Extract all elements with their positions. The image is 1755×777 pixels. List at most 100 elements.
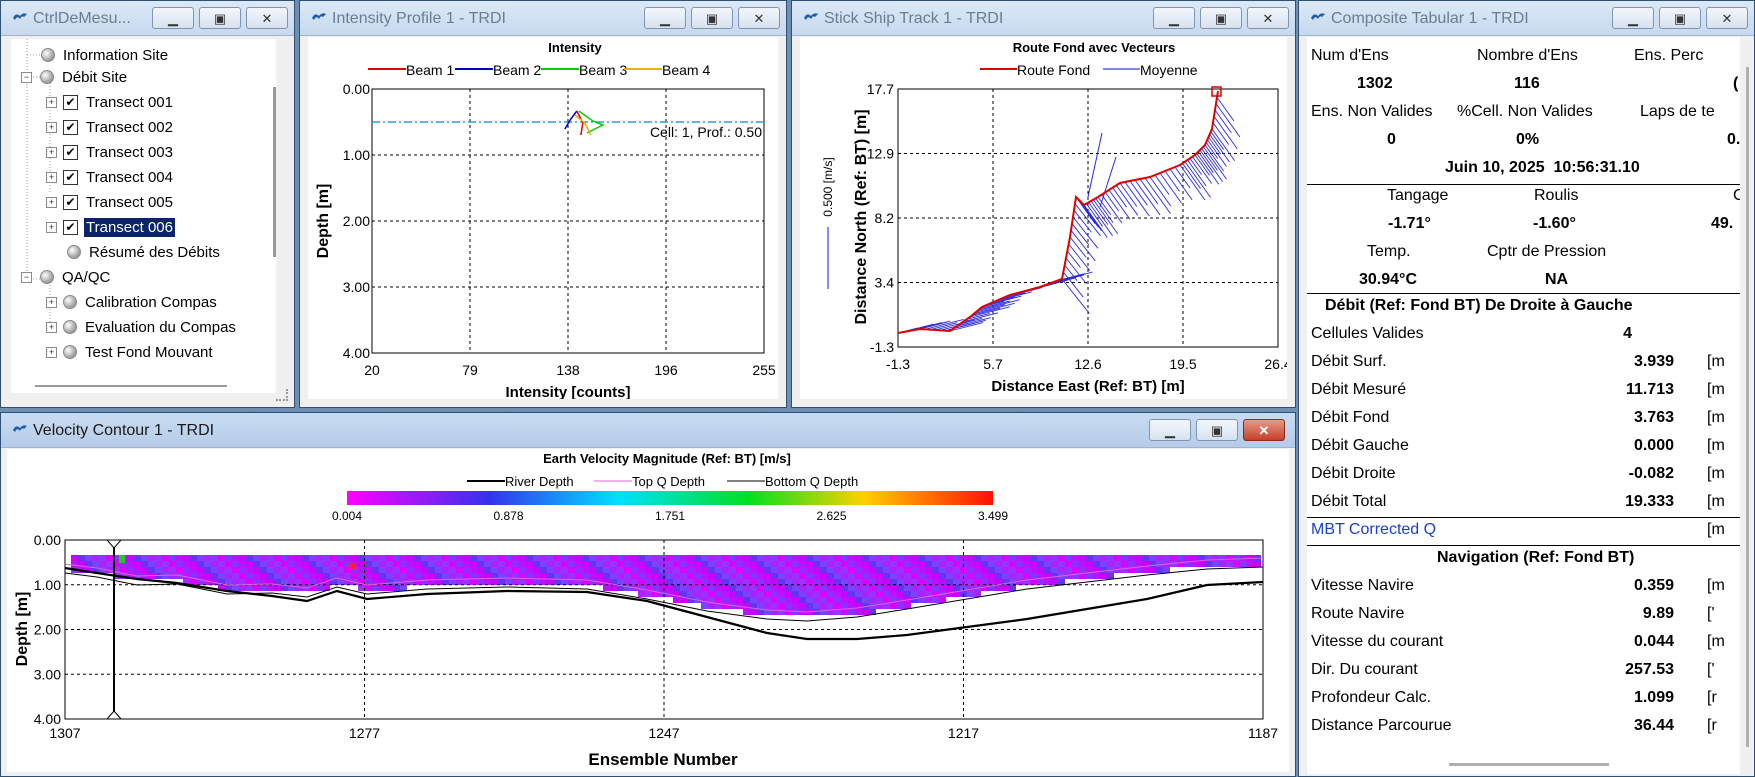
velocity-cell — [1163, 567, 1170, 573]
velocity-cell — [904, 567, 911, 573]
tree-item-transect-003[interactable]: + ✔ Transect 003 — [46, 141, 175, 163]
expand-icon[interactable]: + — [46, 196, 57, 208]
velocity-cell — [834, 555, 841, 561]
velocity-cell — [799, 597, 806, 603]
tree-item-transect-001[interactable]: + ✔ Transect 001 — [46, 91, 175, 113]
close-button[interactable]: ✕ — [1706, 7, 1748, 29]
velocity-cell — [561, 579, 568, 585]
nav-row-value: 36.44 — [1633, 717, 1674, 734]
expand-icon[interactable]: + — [46, 221, 57, 233]
velocity-cell — [897, 573, 904, 579]
expand-icon[interactable]: + — [46, 146, 57, 158]
close-button[interactable]: ✕ — [738, 7, 780, 29]
checkbox[interactable]: ✔ — [63, 94, 78, 110]
expand-icon[interactable]: + — [46, 96, 57, 108]
tree-item-calibration-compas[interactable]: + Calibration Compas — [46, 291, 219, 313]
maximize-button[interactable]: ▣ — [691, 7, 733, 29]
velocity-cell — [379, 585, 386, 591]
intensity-chart[interactable]: Intensity Beam 1 Beam 2 Beam 3 Beam 4 20 79 138… — [308, 37, 778, 399]
close-button[interactable]: ✕ — [1247, 7, 1289, 29]
expand-icon[interactable]: + — [46, 321, 57, 333]
mbt-corrected-q-link[interactable]: MBT Corrected Q — [1311, 521, 1437, 538]
beam-1-line — [576, 110, 584, 136]
maximize-button[interactable]: ▣ — [1659, 7, 1701, 29]
velocity-cell — [862, 579, 869, 585]
horizontal-scrollbar-thumb[interactable] — [1449, 763, 1609, 766]
checkbox[interactable]: ✔ — [63, 169, 78, 185]
velocity-titlebar[interactable]: Velocity Contour 1 - TRDI ▁ ▣ ✕ — [1, 413, 1295, 448]
maximize-button[interactable]: ▣ — [1196, 419, 1238, 441]
close-button[interactable]: ✕ — [1243, 419, 1285, 441]
top-q-depth-line — [64, 557, 1264, 613]
tree-item-test-fond-mouvant[interactable]: + Test Fond Mouvant — [46, 341, 215, 363]
checkbox[interactable]: ✔ — [63, 219, 78, 235]
velocity-cell — [246, 573, 253, 579]
horizontal-scrollbar-thumb[interactable] — [35, 385, 227, 387]
y-tick-label: 2.00 — [343, 213, 370, 229]
maximize-button[interactable]: ▣ — [1200, 7, 1242, 29]
tree-item-transect-005[interactable]: + ✔ Transect 005 — [46, 191, 175, 213]
velocity-cell — [946, 561, 953, 567]
collapse-icon[interactable]: − — [21, 271, 32, 283]
velocity-vector — [1124, 181, 1150, 217]
tree-item-debit-site[interactable]: − Débit Site — [21, 66, 129, 88]
maximize-button[interactable]: ▣ — [199, 7, 241, 29]
vertical-scrollbar-thumb[interactable] — [273, 87, 276, 257]
velocity-cell — [813, 609, 820, 615]
minimize-button[interactable]: ▁ — [152, 7, 194, 29]
minimize-button[interactable]: ▁ — [644, 7, 686, 29]
velocity-cell — [995, 561, 1002, 567]
minimize-button[interactable]: ▁ — [1612, 7, 1654, 29]
ship-track-chart[interactable]: Route Fond avec Vecteurs Route Fond Moyenn… — [800, 37, 1287, 399]
tree-item-information-site[interactable]: Information Site — [41, 44, 170, 66]
velocity-cell — [652, 579, 659, 585]
velocity-cell — [106, 555, 113, 561]
track-titlebar[interactable]: Stick Ship Track 1 - TRDI ▁ ▣ ✕ — [792, 1, 1295, 36]
tree-item-resume-debits[interactable]: Résumé des Débits — [67, 241, 222, 263]
checkbox[interactable]: ✔ — [63, 194, 78, 210]
velocity-cell — [967, 579, 974, 585]
tree-label: Calibration Compas — [85, 293, 217, 311]
minimize-button[interactable]: ▁ — [1149, 419, 1191, 441]
velocity-cell — [911, 573, 918, 579]
velocity-cell — [1030, 567, 1037, 573]
velocity-cell — [841, 561, 848, 567]
velocity-cell — [764, 609, 771, 615]
velocity-cell — [680, 585, 687, 591]
velocity-cell — [274, 585, 281, 591]
velocity-cell — [848, 573, 855, 579]
velocity-cell — [260, 561, 267, 567]
expand-icon[interactable]: + — [46, 121, 57, 133]
velocity-cell — [911, 585, 918, 591]
close-button[interactable]: ✕ — [246, 7, 288, 29]
ctrl-titlebar[interactable]: CtrlDeMesu... ▁ ▣ ✕ — [1, 1, 294, 36]
velocity-cell — [1093, 567, 1100, 573]
debit-row-value: 3.939 — [1633, 353, 1674, 370]
tree-item-transect-002[interactable]: + ✔ Transect 002 — [46, 116, 175, 138]
composite-titlebar[interactable]: Composite Tabular 1 - TRDI ▁ ▣ ✕ — [1299, 1, 1754, 36]
tree-item-transect-004[interactable]: + ✔ Transect 004 — [46, 166, 175, 188]
minimize-button[interactable]: ▁ — [1153, 7, 1195, 29]
velocity-cell — [673, 555, 680, 561]
checkbox[interactable]: ✔ — [63, 144, 78, 160]
tree-item-qaqc[interactable]: − QA/QC — [21, 266, 112, 288]
velocity-contour-chart[interactable]: Earth Velocity Magnitude (Ref: BT) [m/s]… — [7, 449, 1289, 772]
velocity-cell — [736, 597, 743, 603]
velocity-cell — [155, 561, 162, 567]
tree-item-evaluation-compas[interactable]: + Evaluation du Compas — [46, 316, 238, 338]
velocity-cell — [491, 567, 498, 573]
expand-icon[interactable]: + — [46, 346, 57, 358]
resize-grip-icon[interactable] — [276, 389, 288, 401]
expand-icon[interactable]: + — [46, 296, 57, 308]
vertical-scrollbar-thumb[interactable] — [1746, 67, 1749, 747]
minimize-icon: ▁ — [1628, 10, 1638, 26]
legend-entry: Beam 4 — [662, 62, 710, 78]
velocity-cell — [183, 567, 190, 573]
velocity-cell — [365, 585, 372, 591]
intensity-titlebar[interactable]: Intensity Profile 1 - TRDI ▁ ▣ ✕ — [300, 1, 786, 36]
tree-item-transect-006[interactable]: + ✔ Transect 006 — [46, 216, 176, 238]
velocity-cell — [876, 579, 883, 585]
expand-icon[interactable]: + — [46, 171, 57, 183]
collapse-icon[interactable]: − — [21, 71, 32, 83]
checkbox[interactable]: ✔ — [63, 119, 78, 135]
